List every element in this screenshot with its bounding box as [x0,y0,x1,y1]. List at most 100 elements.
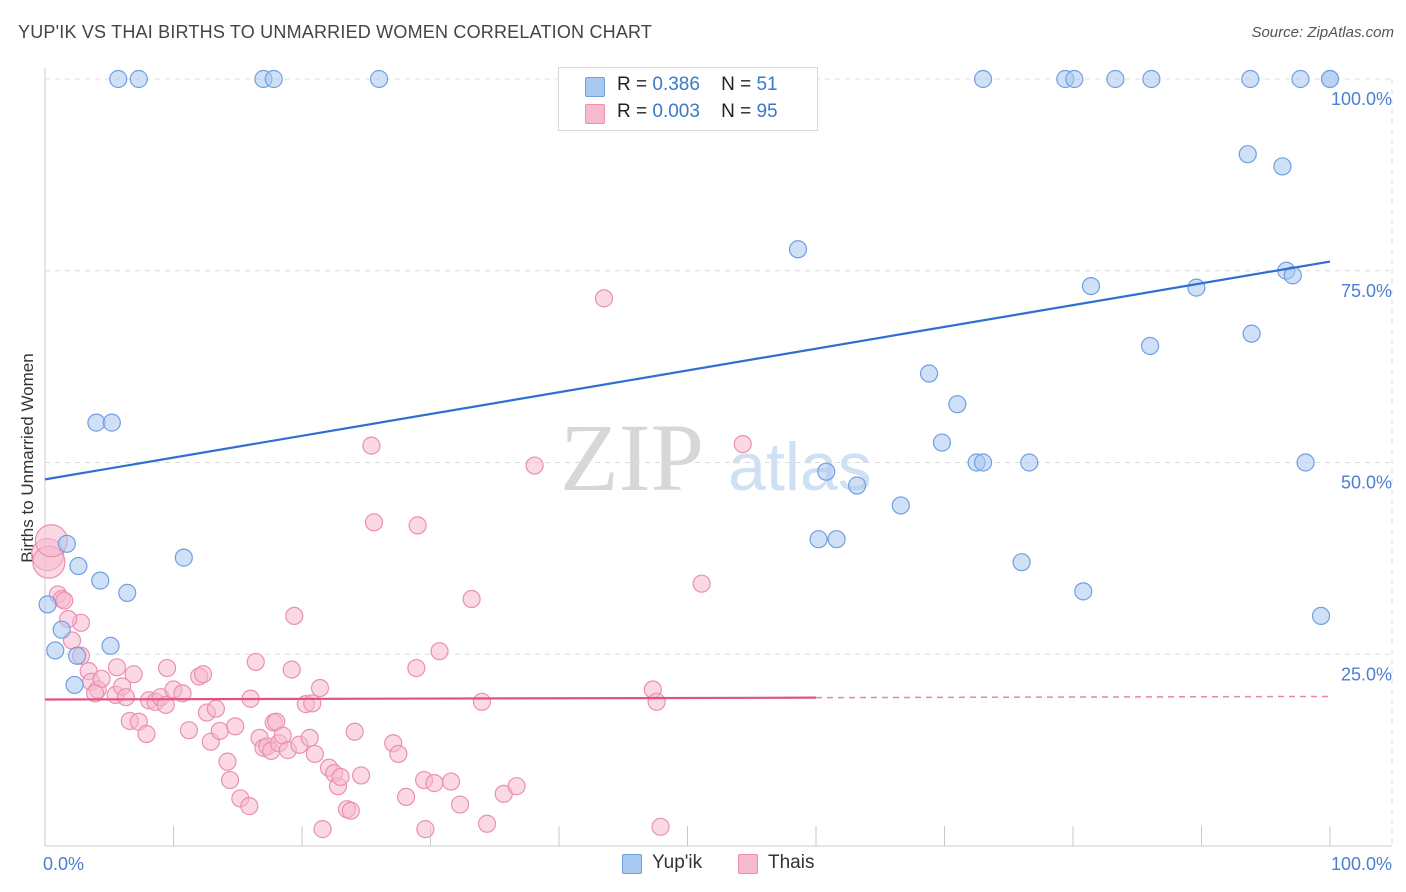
yupik-point [848,476,867,495]
thais-point [407,658,426,678]
legend-n-value-thais: 95 [756,101,778,122]
thais-point [86,684,105,703]
thais-point [300,728,319,747]
thais-point [477,814,497,833]
yupik-point [1238,145,1257,164]
thais-point [450,795,470,814]
thais-point [352,766,371,785]
yupik-point [919,364,939,383]
correlation-legend: R = 0.386 N = 51 R = 0.003 N = 95 [558,67,818,131]
yupik-point [57,534,76,553]
watermark-atlas: atlas [728,429,872,505]
y-tick-label: 50.0% [1341,473,1392,493]
yupik-point [1142,69,1161,89]
legend-swatch-thais [585,104,605,124]
yupik-point [1074,582,1093,601]
yupik-point [973,453,993,472]
thais-point [206,699,226,718]
thais-point [408,516,427,535]
bottom-swatch-thais [738,854,758,874]
thais-point [462,589,481,609]
thais-point [362,436,381,455]
yupik-point [38,595,57,614]
thais-point [156,695,175,714]
thais-point [310,678,330,698]
thais-point [525,456,544,475]
legend-r-label: R = [617,101,648,122]
yupik-trend-line [44,260,1331,481]
yupik-point [174,548,193,567]
thais-point [313,820,332,839]
watermark-zip: ZIP [560,404,704,511]
x-tick-label: 0.0% [43,854,84,874]
thais-point [193,665,213,684]
yupik-point [264,69,283,89]
thais-point [303,694,322,713]
thais-trend-line [44,696,817,701]
legend-n-label: N = [721,74,752,95]
thais-point [305,744,324,764]
yupik-point [1012,553,1031,572]
yupik-point [1187,278,1206,297]
thais-point [210,721,229,741]
yupik-point [46,641,65,660]
thais-point [218,752,237,771]
yupik-point [1065,69,1084,89]
bottom-label-thais: Thais [768,852,815,873]
thais-point [647,692,666,711]
thais-points [30,289,752,839]
yupik-point [1020,453,1039,472]
yupik-point [1140,336,1160,356]
thais-point [733,434,752,454]
x-tick-label: 100.0% [1331,854,1392,874]
chart-title: YUP'IK VS THAI BIRTHS TO UNMARRIED WOMEN… [18,22,653,42]
yupik-point [1106,69,1125,89]
thais-point [341,801,360,820]
yupik-point [817,462,836,481]
thais-point [416,820,435,839]
yupik-point [1311,606,1331,626]
thais-point [240,797,259,816]
thais-point [137,724,156,744]
source-credit: Source: ZipAtlas.com [1251,24,1394,41]
yupik-point [1273,157,1292,176]
legend-swatch-yupik [585,77,605,97]
thais-point [507,777,526,796]
thais-point [55,591,74,610]
thais-point [107,658,127,677]
yupik-point [102,413,121,432]
thais-point [124,665,143,684]
thais-point [282,660,301,679]
y-tick-label: 75.0% [1341,281,1392,301]
thais-point [364,513,384,532]
thais-point [396,787,416,807]
legend-r-label: R = [617,74,648,95]
bottom-swatch-yupik [622,854,642,874]
yupik-point [370,69,389,89]
thais-point [285,606,304,626]
legend-n-label: N = [721,101,752,122]
yupik-point [129,69,148,89]
legend-r-value-thais: 0.003 [652,101,700,122]
yupik-point [1081,276,1101,296]
thais-point [389,744,408,764]
yupik-point [932,433,952,452]
y-tick-label: 25.0% [1341,664,1392,684]
yupik-point [101,636,120,655]
yupik-point [109,69,128,89]
thais-point [157,658,177,678]
y-tick-label: 100.0% [1331,89,1392,109]
tick-labels: 25.0% 50.0% 75.0% 100.0% 0.0% 100.0% [43,89,1392,874]
yupik-point [1296,453,1315,472]
yupik-point [1242,324,1261,343]
thais-point [345,722,364,741]
yupik-point [118,583,137,602]
yupik-point [87,413,106,432]
axes [44,68,1392,847]
thais-point [226,717,245,736]
yupik-point [52,620,71,639]
grid [45,78,1393,846]
thais-point [430,642,449,661]
thais-trend-line-extension [815,695,1331,699]
